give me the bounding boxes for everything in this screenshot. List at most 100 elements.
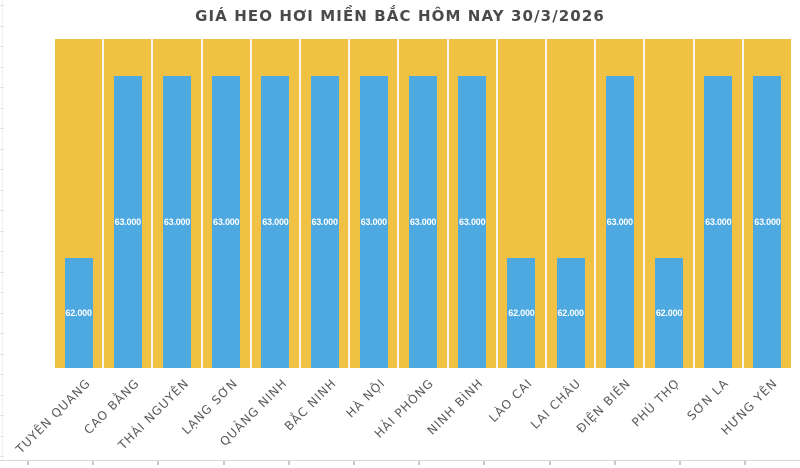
bar-value-label: 63.000	[262, 216, 289, 227]
bar-value-label: 63.000	[705, 216, 732, 227]
x-axis-label: LẠNG SƠN	[179, 376, 241, 438]
sheet-column-tick	[744, 461, 747, 465]
sheet-row-tick	[0, 251, 4, 252]
sheet-column-tick	[157, 461, 160, 465]
bar: 63.000	[310, 75, 339, 368]
category-column: 63.000	[743, 39, 792, 368]
sheet-row-tick	[0, 128, 4, 129]
sheet-row-tick	[0, 148, 4, 150]
sheet-column-tick	[353, 461, 355, 465]
sheet-row-tick	[0, 312, 4, 314]
x-axis-label: CAO BẰNG	[81, 376, 143, 438]
sheet-column-tick	[418, 461, 421, 465]
bar-value-label: 63.000	[163, 216, 191, 227]
sheet-row-tick	[0, 333, 4, 334]
x-axis-label: HƯNG YÊN	[718, 376, 781, 438]
sheet-row-tick	[0, 271, 4, 273]
x-axis-label: BẮC NINH	[281, 376, 339, 434]
sheet-column-tick	[92, 461, 95, 465]
sheet-row-tick	[0, 5, 4, 6]
x-axis-label: SƠN LA	[684, 376, 732, 424]
sheet-column-tick	[548, 461, 551, 465]
x-axis-label: THÁI NGUYÊN	[115, 376, 192, 453]
x-axis-label: ĐIỆN BIÊN	[573, 376, 634, 436]
category-column: 63.000	[153, 39, 201, 368]
category-column: 63.000	[350, 39, 398, 368]
bar-value-label: 62.000	[508, 308, 535, 319]
category-column: 63.000	[251, 39, 300, 368]
bar: 62.000	[556, 258, 585, 368]
category-column: 63.000	[694, 39, 742, 368]
bar: 63.000	[605, 75, 634, 368]
category-column: 63.000	[104, 39, 152, 368]
category-column: 62.000	[547, 39, 595, 368]
bar: 63.000	[704, 75, 733, 368]
x-axis-label: LAI CHÂU	[528, 376, 585, 432]
bar-value-label: 62.000	[65, 308, 92, 319]
category-column: 63.000	[301, 39, 349, 368]
bar: 63.000	[163, 75, 191, 368]
category-column: 63.000	[202, 39, 250, 368]
category-column: 62.000	[55, 39, 103, 368]
x-axis-label: TUYÊN QUANG	[13, 376, 94, 457]
x-axis-label: QUẢNG NINH	[216, 376, 290, 449]
sheet-row-tick	[0, 415, 4, 416]
bar-value-label: 62.000	[557, 308, 584, 319]
category-column: 62.000	[645, 39, 693, 368]
sheet-row-tick	[0, 210, 4, 211]
sheet-column-tick	[679, 461, 681, 465]
bar-value-label: 63.000	[606, 216, 634, 227]
sheet-column-tick	[287, 461, 290, 465]
sheet-row-tick	[0, 66, 4, 68]
bar-value-label: 63.000	[754, 216, 781, 227]
sheet-row-tick	[0, 394, 4, 396]
category-column: 62.000	[497, 39, 546, 368]
sheet-row-tick	[0, 25, 4, 27]
plot-area: 62.000 63.000 63.000 63.000 63.000 63.000 63.0…	[55, 39, 792, 368]
bar: 63.000	[212, 75, 241, 368]
sheet-row-tick	[0, 374, 4, 375]
x-axis-label: LÀO CAI	[485, 376, 536, 426]
bar-value-label: 63.000	[459, 216, 486, 227]
bar-value-label: 63.000	[213, 216, 240, 227]
x-axis-label: HẢI PHÒNG	[372, 376, 437, 441]
sheet-column-tick	[483, 461, 486, 465]
sheet-row-tick	[0, 87, 4, 88]
bar: 62.000	[64, 258, 93, 368]
bar-value-label: 63.000	[360, 216, 388, 227]
sheet-column-tick	[222, 461, 225, 465]
bar: 63.000	[409, 75, 438, 368]
bar: 63.000	[753, 75, 782, 368]
sheet-row-tick	[0, 107, 4, 109]
bar: 62.000	[655, 258, 684, 368]
sheet-bottom-gridline	[0, 460, 800, 461]
sheet-row-tick	[0, 230, 4, 232]
bar-value-label: 62.000	[655, 308, 683, 319]
bar-value-label: 63.000	[409, 216, 437, 227]
sheet-left-gridline	[2, 0, 3, 460]
x-axis-label: PHÚ THỌ	[628, 376, 683, 430]
category-column: 63.000	[596, 39, 644, 368]
sheet-row-tick	[0, 353, 4, 355]
category-column: 63.000	[448, 39, 496, 368]
category-column: 63.000	[399, 39, 447, 368]
bar: 62.000	[507, 258, 536, 368]
bar: 63.000	[359, 75, 388, 368]
x-axis-label: NINH BÌNH	[424, 376, 487, 438]
sheet-row-tick	[0, 456, 4, 457]
sheet-row-tick	[0, 169, 4, 170]
bar: 63.000	[458, 75, 487, 368]
bar-value-label: 63.000	[311, 216, 338, 227]
bar: 63.000	[113, 75, 142, 368]
sheet-row-tick	[0, 292, 4, 293]
x-axis-label: HÀ NỘI	[343, 376, 388, 421]
bar: 63.000	[261, 75, 290, 368]
sheet-row-tick	[0, 435, 4, 437]
sheet-column-tick	[613, 461, 616, 465]
sheet-column-tick	[27, 461, 29, 465]
sheet-row-tick	[0, 189, 4, 191]
sheet-row-tick	[0, 46, 4, 47]
bar-value-label: 63.000	[114, 216, 142, 227]
chart-title: GIÁ HEO HƠI MIỀN BẮC HÔM NAY 30/3/2026	[195, 7, 605, 25]
